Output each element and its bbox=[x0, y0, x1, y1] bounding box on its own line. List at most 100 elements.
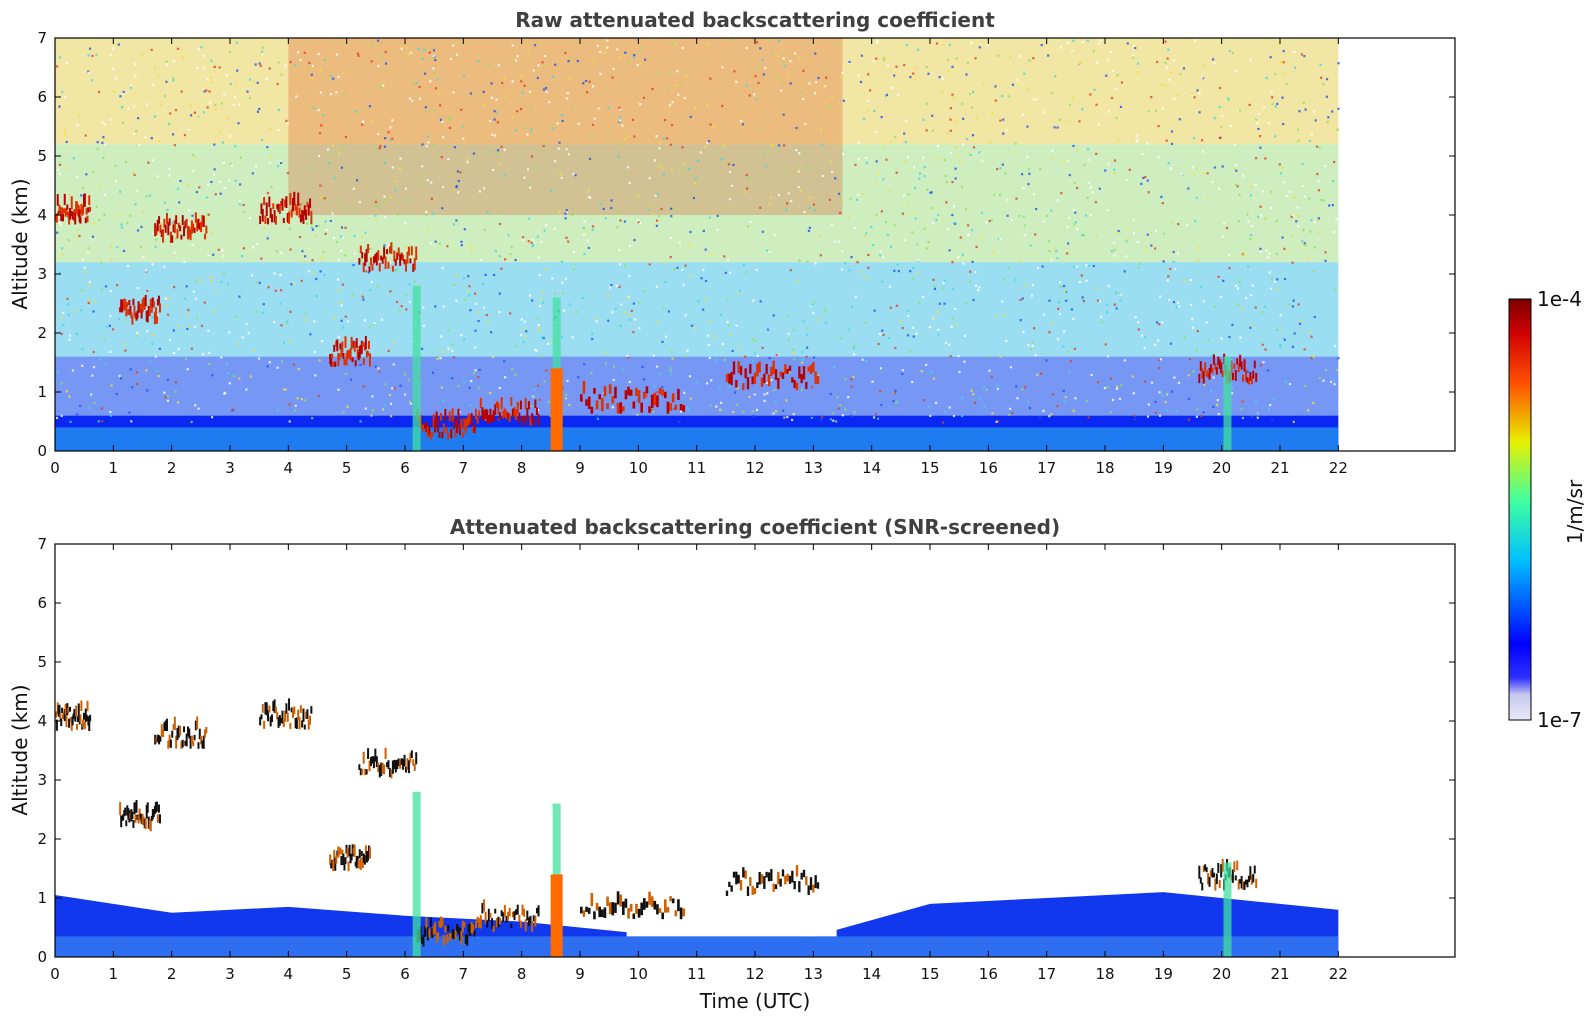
noise-speckle bbox=[1064, 396, 1067, 399]
noise-speckle bbox=[144, 269, 148, 272]
noise-speckle bbox=[501, 81, 504, 85]
noise-speckle bbox=[1097, 42, 1100, 46]
cloud-segment bbox=[282, 218, 285, 224]
noise-speckle bbox=[228, 179, 231, 182]
cloud-segment bbox=[791, 377, 794, 383]
cloud-segment bbox=[793, 379, 796, 389]
noise-speckle bbox=[383, 404, 386, 407]
noise-speckle bbox=[1287, 251, 1290, 254]
noise-speckle bbox=[306, 200, 309, 204]
noise-speckle bbox=[720, 409, 723, 412]
noise-speckle bbox=[114, 77, 117, 80]
noise-speckle bbox=[333, 176, 336, 180]
noise-speckle bbox=[248, 78, 252, 81]
noise-speckle bbox=[474, 369, 477, 372]
x-tick-label: 10 bbox=[629, 965, 648, 983]
noise-speckle bbox=[421, 143, 424, 146]
noise-speckle bbox=[365, 270, 368, 273]
noise-speckle bbox=[1212, 405, 1215, 408]
noise-speckle bbox=[1270, 277, 1273, 280]
rain-shaft-core bbox=[550, 368, 563, 451]
noise-speckle bbox=[320, 124, 323, 127]
noise-speckle bbox=[124, 349, 127, 352]
noise-speckle bbox=[344, 362, 347, 365]
cloud-segment bbox=[162, 730, 165, 738]
noise-speckle bbox=[670, 373, 673, 376]
cloud-segment bbox=[284, 710, 287, 722]
noise-speckle bbox=[270, 185, 273, 189]
noise-speckle bbox=[988, 141, 992, 144]
cloud-segment bbox=[147, 816, 150, 829]
noise-speckle bbox=[1314, 119, 1317, 122]
noise-speckle bbox=[1194, 220, 1197, 223]
noise-speckle bbox=[378, 147, 381, 150]
noise-speckle bbox=[1231, 387, 1234, 390]
x-tick-label: 8 bbox=[517, 459, 527, 477]
noise-speckle bbox=[172, 76, 175, 80]
panel-screened: Attenuated backscattering coefficient (S… bbox=[8, 515, 1456, 1013]
noise-speckle bbox=[853, 353, 856, 356]
noise-speckle bbox=[957, 355, 960, 358]
noise-speckle bbox=[968, 280, 972, 283]
noise-speckle bbox=[498, 255, 501, 258]
noise-speckle bbox=[126, 221, 129, 225]
cloud-segment bbox=[267, 217, 270, 225]
noise-speckle bbox=[214, 193, 217, 196]
noise-speckle bbox=[206, 78, 209, 81]
noise-speckle bbox=[763, 393, 766, 396]
noise-speckle bbox=[357, 54, 360, 57]
noise-speckle bbox=[1104, 169, 1107, 172]
noise-speckle bbox=[910, 211, 914, 214]
cloud-segment bbox=[515, 909, 518, 915]
noise-speckle bbox=[384, 137, 387, 140]
noise-speckle bbox=[1027, 167, 1030, 170]
noise-speckle bbox=[164, 396, 167, 399]
cloud-segment bbox=[758, 871, 761, 885]
y-tick-label: 6 bbox=[37, 88, 47, 106]
cloud-segment bbox=[587, 907, 591, 914]
cloud-segment bbox=[341, 341, 344, 353]
noise-speckle bbox=[756, 354, 759, 358]
noise-speckle bbox=[830, 95, 834, 99]
noise-speckle bbox=[1113, 303, 1116, 306]
cloud-segment bbox=[87, 207, 90, 213]
noise-speckle bbox=[1241, 174, 1245, 177]
noise-speckle bbox=[588, 80, 591, 83]
noise-speckle bbox=[1302, 101, 1305, 104]
noise-speckle bbox=[120, 223, 123, 226]
noise-speckle bbox=[754, 75, 757, 78]
noise-speckle bbox=[700, 277, 703, 280]
cloud-segment bbox=[197, 742, 200, 749]
noise-speckle bbox=[932, 317, 936, 320]
noise-speckle bbox=[329, 219, 332, 223]
x-tick-label: 7 bbox=[459, 459, 469, 477]
cloud-segment bbox=[179, 725, 182, 736]
noise-speckle bbox=[468, 294, 471, 297]
cloud-segment bbox=[677, 899, 680, 912]
noise-speckle bbox=[835, 420, 838, 423]
noise-speckle bbox=[770, 52, 773, 55]
noise-speckle bbox=[761, 346, 764, 349]
cloud-segment bbox=[338, 850, 341, 856]
noise-speckle bbox=[213, 168, 216, 171]
noise-speckle bbox=[776, 77, 779, 80]
noise-speckle bbox=[560, 176, 563, 179]
noise-speckle bbox=[1111, 398, 1114, 402]
noise-speckle bbox=[1310, 335, 1313, 338]
cloud-segment bbox=[138, 306, 141, 312]
noise-speckle bbox=[1091, 191, 1094, 194]
noise-speckle bbox=[202, 111, 206, 114]
cloud-segment bbox=[175, 215, 178, 225]
noise-speckle bbox=[1071, 49, 1074, 52]
cloud-segment bbox=[394, 760, 397, 773]
cloud-segment bbox=[614, 386, 617, 399]
cloud-segment bbox=[400, 252, 403, 260]
cloud-segment bbox=[180, 741, 183, 749]
cloud-segment bbox=[338, 353, 341, 361]
noise-speckle bbox=[850, 378, 853, 381]
noise-speckle bbox=[1125, 238, 1129, 241]
noise-speckle bbox=[710, 379, 713, 382]
noise-speckle bbox=[470, 380, 473, 383]
noise-speckle bbox=[1256, 122, 1259, 125]
noise-speckle bbox=[1167, 162, 1170, 165]
